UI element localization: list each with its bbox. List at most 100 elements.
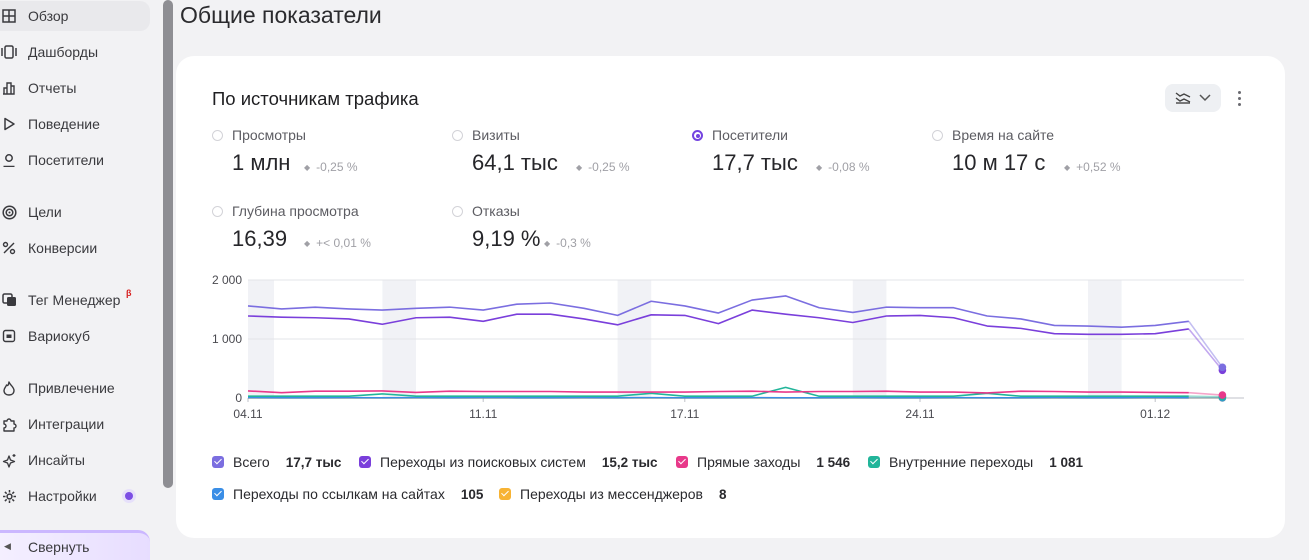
sidebar-item-variocube[interactable]: Вариокуб (0, 321, 150, 351)
sidebar-item-dashboards[interactable]: Дашборды (0, 37, 150, 67)
metric-pageviews[interactable]: Просмотры 1 млн ◆ -0,25 % (212, 126, 442, 186)
sidebar-item-insights[interactable]: Инсайты (0, 445, 150, 475)
legend-checkbox[interactable] (212, 456, 224, 468)
legend-item-search[interactable]: Переходы из поисковых систем 15,2 тыс (359, 452, 658, 472)
metric-delta-value: +0,52 % (1076, 160, 1121, 174)
series-line-partial (1188, 328, 1224, 371)
metric-delta: ◆ -0,25 % (576, 160, 630, 174)
card-title: По источникам трафика (212, 88, 419, 109)
sidebar-item-integrations[interactable]: Интеграции (0, 409, 150, 439)
sidebar-scrollbar[interactable] (163, 0, 173, 488)
notification-dot (122, 489, 136, 503)
sidebar-item-label: Цели (28, 204, 62, 220)
sidebar-item-label: Тег Менеджер (28, 292, 121, 308)
series-line-partial (1188, 395, 1223, 398)
sidebar-item-conversions[interactable]: Конверсии (0, 233, 150, 263)
metric-value: 64,1 тыс (472, 150, 558, 175)
diamond-icon: ◆ (544, 239, 551, 248)
metric-value: 10 м 17 с (952, 150, 1046, 175)
legend-item-total[interactable]: Всего 17,7 тыс (212, 452, 341, 472)
metric-delta-value: -0,3 % (556, 236, 591, 250)
sidebar-item-goals[interactable]: Цели (0, 197, 150, 227)
legend-item-links[interactable]: Переходы по ссылкам на сайтах 105 (212, 484, 483, 504)
x-tick-label: 24.11 (905, 407, 934, 421)
legend-value: 105 (460, 486, 484, 502)
collapse-button[interactable]: ◀ Свернуть (0, 530, 150, 560)
legend-checkbox[interactable] (359, 456, 371, 468)
play-icon (1, 116, 17, 132)
metric-delta: ◆ -0,08 % (816, 160, 870, 174)
traffic-sources-card: По источникам трафика Просмотры 1 млн ◆ -0,… (176, 56, 1285, 538)
diamond-icon: ◆ (816, 163, 823, 172)
metric-page-depth[interactable]: Глубина просмотра 16,39 ◆ +< 0,01 % (212, 202, 442, 262)
legend-value: 15,2 тыс (601, 454, 658, 470)
metric-label: Посетители (712, 127, 788, 143)
metric-radio[interactable] (932, 130, 943, 141)
series-line (248, 386, 1189, 398)
series-line-partial (1188, 320, 1224, 368)
diamond-icon: ◆ (304, 239, 311, 248)
sidebar-item-overview[interactable]: Обзор (0, 1, 150, 31)
metric-radio[interactable] (212, 130, 223, 141)
legend-checkbox[interactable] (499, 488, 511, 500)
metric-visits[interactable]: Визиты 64,1 тыс ◆ -0,25 % (452, 126, 682, 186)
legend-item-direct[interactable]: Прямые заходы 1 546 (676, 452, 850, 472)
legend-checkbox[interactable] (868, 456, 880, 468)
metric-radio[interactable] (452, 206, 463, 217)
legend-label: Прямые заходы (697, 454, 801, 470)
traffic-line-chart: 2 000 1 000 0 04.11 11.11 17.11 24.11 01.12 (212, 273, 1244, 421)
diamond-icon: ◆ (1064, 163, 1071, 172)
more-dot (1237, 90, 1241, 94)
metric-delta-value: -0,25 % (588, 160, 630, 174)
legend-value: 8 (718, 486, 727, 502)
metric-bounce-rate[interactable]: Отказы 9,19 % ◆ -0,3 % (452, 202, 682, 262)
target-icon (1, 204, 17, 220)
sidebar-item-settings[interactable]: Настройки (0, 481, 150, 511)
x-tick-label: 17.11 (670, 407, 699, 421)
metric-value: 16,39 (232, 226, 288, 251)
series-line-partial (1188, 391, 1223, 396)
metric-delta: ◆ -0,25 % (304, 160, 358, 174)
sidebar-item-reports[interactable]: Отчеты (0, 73, 150, 103)
sidebar-item-label: Настройки (28, 488, 97, 504)
tag-manager-icon (1, 292, 17, 308)
sidebar-item-label: Отчеты (28, 80, 77, 96)
collapse-arrow-icon: ◀ (4, 541, 11, 551)
metric-visitors[interactable]: Посетители 17,7 тыс ◆ -0,08 % (692, 126, 922, 186)
legend-checkbox[interactable] (212, 488, 224, 500)
bar-chart-icon (1, 80, 17, 96)
more-dot (1237, 96, 1241, 100)
beta-badge: β (126, 288, 132, 298)
legend-item-messengers[interactable]: Переходы из мессенджеров 8 (499, 484, 726, 504)
sidebar-item-visitors[interactable]: Посетители (0, 145, 150, 175)
more-options-button[interactable] (1232, 86, 1246, 110)
metric-label: Визиты (472, 127, 520, 143)
sidebar-item-label: Поведение (28, 116, 100, 132)
puzzle-icon (1, 416, 17, 432)
metric-delta: ◆ -0,3 % (544, 236, 591, 250)
metric-radio[interactable] (692, 130, 703, 141)
legend-item-internal[interactable]: Внутренние переходы 1 081 (868, 452, 1083, 472)
sidebar-item-acquisition[interactable]: Привлечение (0, 373, 150, 403)
more-dot (1237, 102, 1241, 106)
series-line (247, 309, 1189, 336)
chart-type-selector[interactable] (1165, 84, 1221, 112)
collapse-label: Свернуть (28, 538, 90, 555)
metric-delta-value: +< 0,01 % (316, 236, 371, 250)
metric-delta: ◆ +< 0,01 % (304, 236, 371, 250)
metric-radio[interactable] (452, 130, 463, 141)
legend-value: 17,7 тыс (285, 454, 342, 470)
metric-time-on-site[interactable]: Время на сайте 10 м 17 с ◆ +0,52 % (932, 126, 1162, 186)
metric-value: 17,7 тыс (712, 150, 798, 175)
user-icon (1, 152, 17, 168)
x-tick-label: 01.12 (1140, 407, 1170, 421)
sidebar-item-label: Вариокуб (28, 328, 90, 344)
metric-radio[interactable] (212, 206, 223, 217)
sidebar-item-label: Привлечение (28, 380, 115, 396)
metric-label: Глубина просмотра (232, 203, 359, 219)
sidebar-item-tag-manager[interactable]: Тег Менеджер β (0, 285, 150, 315)
metric-value: 1 млн (232, 150, 291, 175)
legend-checkbox[interactable] (676, 456, 688, 468)
sidebar-item-behavior[interactable]: Поведение (0, 109, 150, 139)
sidebar-item-label: Конверсии (28, 240, 98, 256)
